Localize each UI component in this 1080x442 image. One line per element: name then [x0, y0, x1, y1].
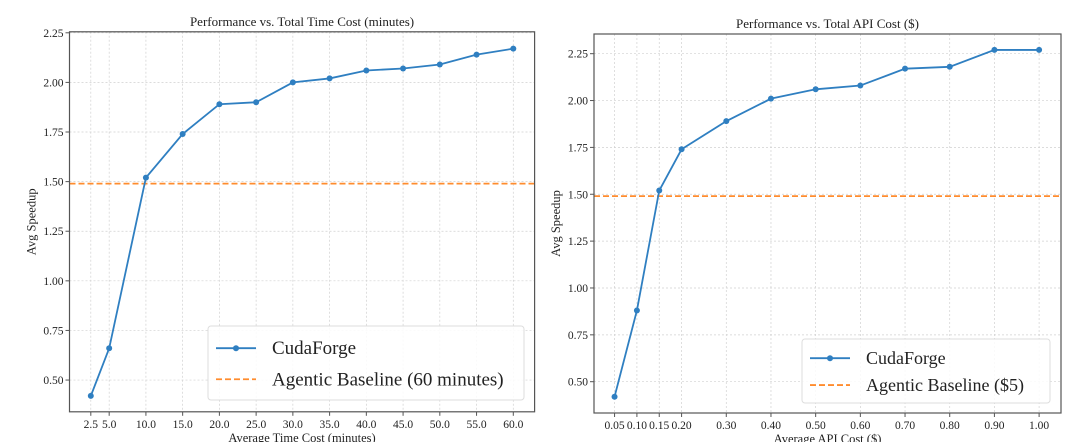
y-tick-label: 0.75: [43, 325, 63, 337]
x-tick-label: 55.0: [466, 419, 486, 431]
cudaforge-point: [510, 45, 517, 52]
x-tick-label: 50.0: [430, 419, 450, 431]
y-tick-label: 1.25: [43, 226, 63, 238]
axes-frame: [593, 33, 1062, 414]
legend: CudaForge Agentic Baseline (60 minutes): [207, 325, 525, 401]
chart-title: Performance vs. Total Time Cost (minutes…: [190, 14, 414, 29]
x-tick-label: 2.5: [84, 419, 99, 431]
x-tick-label: 0.50: [806, 420, 826, 432]
cudaforge-point: [678, 146, 685, 153]
cudaforge-point: [87, 392, 94, 399]
y-tick-label: 1.50: [568, 189, 588, 201]
x-tick-label: 0.60: [850, 420, 870, 432]
y-tick-label: 1.50: [43, 177, 63, 189]
cudaforge-point: [767, 95, 774, 102]
cudaforge-point: [253, 99, 260, 106]
x-tick-label: 0.40: [761, 420, 781, 432]
chart-panel-2: 0.05 0.10 0.15 0.20 0.30 0.40 0.50 0.60 0.70 0.80…: [549, 16, 1062, 442]
cudaforge-line: [613, 49, 1040, 397]
legend-cudaforge-marker: [827, 355, 833, 362]
legend-box: [207, 325, 525, 401]
legend-box: [801, 338, 1051, 404]
y-axis-label: Avg Speedup: [25, 188, 39, 255]
chart-panel-1: 2.5 5.0 10.0 15.0 20.0 25.0 30.0 35.0 40.0 45.0 50…: [25, 14, 536, 442]
cudaforge-point: [1036, 46, 1043, 53]
x-axis-label: Average API Cost ($): [774, 432, 882, 442]
cudaforge-point: [633, 307, 640, 314]
y-tick-label: 2.00: [43, 77, 63, 89]
y-tick-label: 2.00: [568, 96, 588, 108]
x-axis-label: Average Time Cost (minutes): [228, 431, 375, 442]
legend: CudaForge Agentic Baseline ($5): [801, 338, 1051, 404]
cudaforge-point: [991, 46, 998, 53]
x-tick-label: 5.0: [102, 419, 117, 431]
y-tick-label: 1.75: [568, 142, 588, 154]
cudaforge-point: [436, 61, 443, 68]
y-axis-label: Avg Speedup: [549, 190, 563, 257]
x-tick-label: 15.0: [173, 419, 193, 431]
x-tick-label: 0.70: [895, 420, 915, 432]
cudaforge-point: [812, 86, 819, 93]
x-tick-label: 35.0: [320, 419, 340, 431]
y-tick-label: 2.25: [568, 49, 588, 61]
x-tick-label: 1.00: [1029, 420, 1049, 432]
cudaforge-point: [473, 51, 480, 58]
legend-cudaforge-marker: [233, 345, 239, 352]
cudaforge-point: [857, 82, 864, 89]
x-tick-label: 20.0: [209, 419, 229, 431]
cudaforge-point: [289, 79, 296, 86]
x-tick-label: 40.0: [356, 419, 376, 431]
x-tick-label: 0.05: [604, 420, 624, 432]
legend-label: CudaForge: [866, 348, 946, 368]
cudaforge-point: [946, 63, 953, 70]
axes-frame: [68, 31, 536, 413]
cudaforge-point: [400, 65, 407, 72]
y-tick-label: 0.50: [568, 377, 588, 389]
x-tick-label: 0.20: [672, 420, 692, 432]
y-tick-label: 0.50: [43, 375, 63, 387]
cudaforge-point: [216, 101, 223, 108]
cudaforge-point: [723, 118, 730, 125]
cudaforge-point: [902, 65, 909, 72]
x-tick-label: 45.0: [393, 419, 413, 431]
cudaforge-point: [611, 393, 618, 400]
cudaforge-point: [106, 345, 113, 352]
y-tick-label: 1.75: [43, 127, 63, 139]
x-tick-label: 10.0: [136, 419, 156, 431]
x-tick-label: 0.90: [984, 420, 1004, 432]
cudaforge-point: [326, 75, 333, 82]
legend-label: Agentic Baseline (60 minutes): [272, 369, 504, 390]
y-tick-label: 0.75: [568, 330, 588, 342]
x-tick-label: 0.10: [627, 420, 647, 432]
legend-label: Agentic Baseline ($5): [866, 375, 1024, 396]
y-tick-label: 1.25: [568, 236, 588, 248]
x-tick-label: 60.0: [503, 419, 523, 431]
chart-title: Performance vs. Total API Cost ($): [736, 16, 919, 31]
cudaforge-point: [179, 130, 186, 137]
x-tick-label: 0.80: [940, 420, 960, 432]
cudaforge-point: [363, 67, 370, 74]
x-tick-label: 0.15: [649, 420, 669, 432]
y-tick-label: 1.00: [43, 276, 63, 288]
x-tick-label: 0.30: [716, 420, 736, 432]
y-tick-label: 2.25: [43, 28, 63, 40]
cudaforge-point: [142, 174, 149, 181]
legend-label: CudaForge: [272, 338, 356, 359]
y-tick-label: 1.00: [568, 283, 588, 295]
cudaforge-point: [656, 187, 663, 194]
x-tick-label: 25.0: [246, 419, 266, 431]
x-tick-label: 30.0: [283, 419, 303, 431]
